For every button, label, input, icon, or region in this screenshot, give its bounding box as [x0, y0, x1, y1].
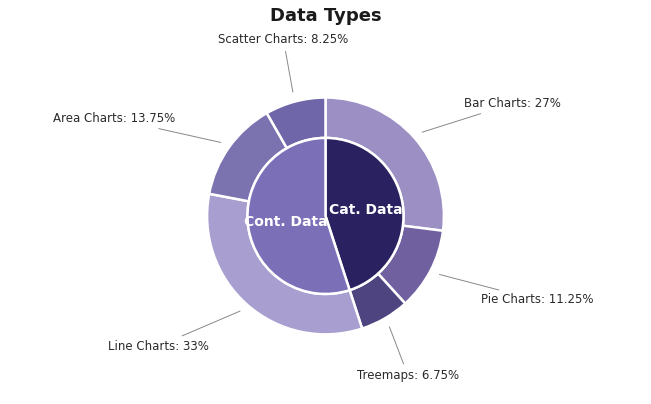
Text: Area Charts: 13.75%: Area Charts: 13.75%: [53, 112, 221, 143]
Text: Treemaps: 6.75%: Treemaps: 6.75%: [357, 327, 459, 382]
Wedge shape: [267, 97, 326, 148]
Text: Pie Charts: 11.25%: Pie Charts: 11.25%: [439, 274, 593, 307]
Wedge shape: [207, 194, 362, 335]
Title: Data Types: Data Types: [270, 7, 381, 25]
Wedge shape: [326, 138, 404, 290]
Wedge shape: [378, 226, 443, 303]
Wedge shape: [350, 274, 405, 328]
Text: Bar Charts: 27%: Bar Charts: 27%: [422, 97, 561, 132]
Wedge shape: [209, 113, 287, 201]
Wedge shape: [247, 138, 350, 294]
Text: Cont. Data: Cont. Data: [243, 215, 327, 229]
Wedge shape: [326, 97, 444, 231]
Text: Scatter Charts: 8.25%: Scatter Charts: 8.25%: [218, 33, 348, 92]
Text: Line Charts: 33%: Line Charts: 33%: [107, 311, 240, 353]
Text: Cat. Data: Cat. Data: [329, 202, 402, 217]
